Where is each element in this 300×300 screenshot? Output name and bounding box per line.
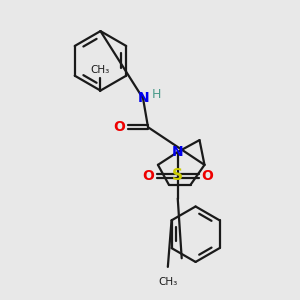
Text: O: O: [202, 169, 213, 183]
Text: CH₃: CH₃: [158, 277, 178, 287]
Text: CH₃: CH₃: [91, 65, 110, 75]
Text: O: O: [142, 169, 154, 183]
Text: N: N: [137, 92, 149, 106]
Text: N: N: [172, 145, 184, 159]
Text: O: O: [113, 120, 125, 134]
Text: S: S: [172, 168, 183, 183]
Text: H: H: [152, 88, 162, 101]
